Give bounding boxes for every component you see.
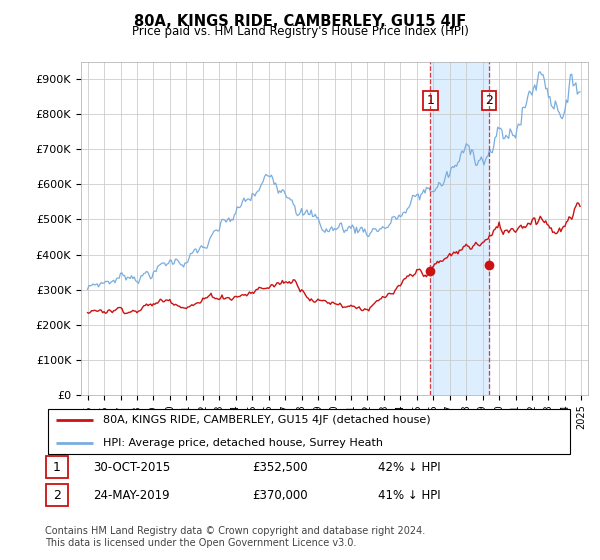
Text: 2: 2	[485, 94, 493, 107]
Text: 80A, KINGS RIDE, CAMBERLEY, GU15 4JF: 80A, KINGS RIDE, CAMBERLEY, GU15 4JF	[134, 14, 466, 29]
FancyBboxPatch shape	[46, 484, 68, 506]
Text: 2: 2	[53, 488, 61, 502]
Text: Contains HM Land Registry data © Crown copyright and database right 2024.
This d: Contains HM Land Registry data © Crown c…	[45, 526, 425, 548]
Text: HPI: Average price, detached house, Surrey Heath: HPI: Average price, detached house, Surr…	[103, 438, 383, 448]
FancyBboxPatch shape	[46, 456, 68, 478]
Text: £352,500: £352,500	[252, 460, 308, 474]
Text: 30-OCT-2015: 30-OCT-2015	[93, 460, 170, 474]
Bar	[430, 62, 489, 395]
FancyBboxPatch shape	[47, 409, 571, 454]
Text: 1: 1	[427, 94, 434, 107]
Text: 80A, KINGS RIDE, CAMBERLEY, GU15 4JF (detached house): 80A, KINGS RIDE, CAMBERLEY, GU15 4JF (de…	[103, 416, 431, 426]
Text: 41% ↓ HPI: 41% ↓ HPI	[378, 488, 440, 502]
Text: Price paid vs. HM Land Registry's House Price Index (HPI): Price paid vs. HM Land Registry's House …	[131, 25, 469, 38]
Text: 42% ↓ HPI: 42% ↓ HPI	[378, 460, 440, 474]
Text: 1: 1	[53, 460, 61, 474]
Text: 24-MAY-2019: 24-MAY-2019	[93, 488, 170, 502]
Text: £370,000: £370,000	[252, 488, 308, 502]
